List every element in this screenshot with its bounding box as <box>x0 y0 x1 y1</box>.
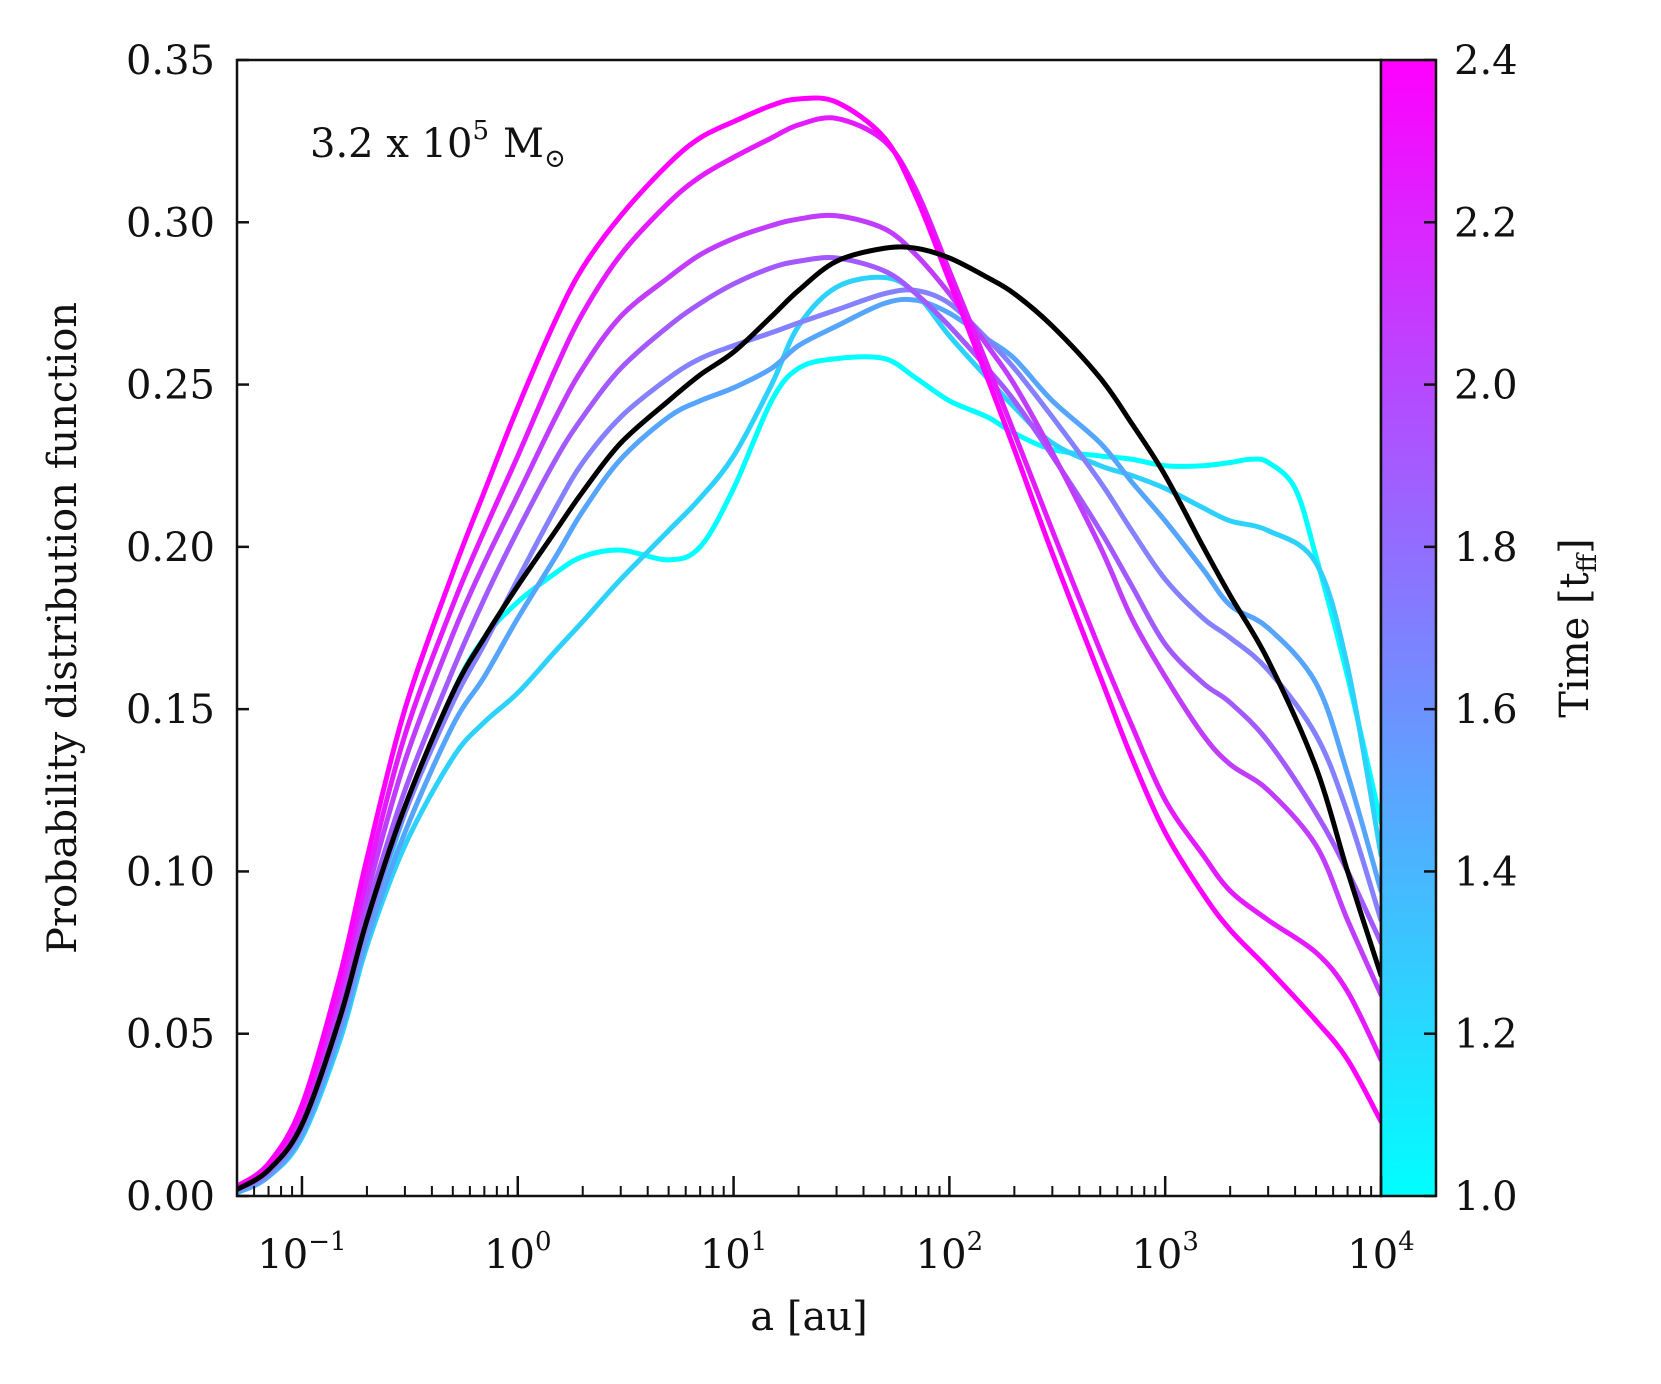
colorbar-tick-label: 2.4 <box>1454 38 1518 84</box>
y-axis-label: Probability distribution function <box>40 302 86 954</box>
plot-frame <box>235 58 1383 1198</box>
colorbar-label-close: ] <box>1552 538 1598 554</box>
series-layer <box>237 95 1381 1196</box>
colorbar-tick-label: 1.6 <box>1454 687 1518 733</box>
x-tick-label: 101 <box>700 1227 767 1278</box>
axes-layer: 0.00 0.05 0.10 0.15 0.20 0.25 0.30 0.35 10−1 100 1… <box>126 38 1518 1278</box>
series-line-t1_4 <box>237 296 1381 1196</box>
y-tick-label: 0.30 <box>126 200 215 246</box>
annotation-unit-symbol: ⊙ <box>544 144 566 174</box>
x-tick-label: 102 <box>916 1227 983 1278</box>
x-axis-label: a [au] <box>750 1294 867 1340</box>
colorbar-tick-label: 1.8 <box>1454 525 1518 571</box>
y-tick-label: 0.15 <box>126 687 215 733</box>
annotation-exponent: 5 <box>473 116 490 146</box>
colorbar-tick-label: 1.0 <box>1454 1174 1518 1220</box>
y-tick-label: 0.35 <box>126 38 215 84</box>
series-line-t1_2 <box>237 274 1381 1196</box>
colorbar-tick-label: 1.4 <box>1454 849 1518 895</box>
series-line-t2 <box>237 212 1381 1193</box>
x-tick-label: 103 <box>1131 1227 1198 1278</box>
series-line-t2_2 <box>237 115 1381 1193</box>
x-tick-label: 100 <box>484 1227 551 1278</box>
series-line-reference <box>237 244 1381 1193</box>
y-tick-label: 0.10 <box>126 849 215 895</box>
colorbar-tick-label: 2.0 <box>1454 363 1518 409</box>
x-tick-label: 104 <box>1347 1227 1414 1278</box>
colorbar <box>1379 58 1438 1198</box>
x-tick-label: 10−1 <box>257 1227 346 1278</box>
colorbar-tick-label: 1.2 <box>1454 1012 1518 1058</box>
colorbar-gradient <box>1381 60 1436 1196</box>
colorbar-label-text: Time [t <box>1552 572 1598 717</box>
colorbar-frame <box>1379 58 1438 1198</box>
y-tick-label: 0.05 <box>126 1012 215 1058</box>
colorbar-label-sub: ff <box>1573 551 1603 572</box>
y-tick-label: 0.00 <box>126 1174 215 1220</box>
colorbar-tick-label: 2.2 <box>1454 200 1518 246</box>
mass-annotation: 3.2 x 105 M⊙ <box>310 116 566 174</box>
y-tick-label: 0.25 <box>126 363 215 409</box>
annotation-text: 3.2 x 10 <box>310 121 473 167</box>
series-line-t2_4 <box>237 95 1381 1189</box>
annotation-unit: M <box>503 121 544 167</box>
series-line-t1_8 <box>237 255 1381 1193</box>
y-tick-label: 0.20 <box>126 525 215 571</box>
colorbar-label: Time [tff] <box>1552 538 1603 718</box>
